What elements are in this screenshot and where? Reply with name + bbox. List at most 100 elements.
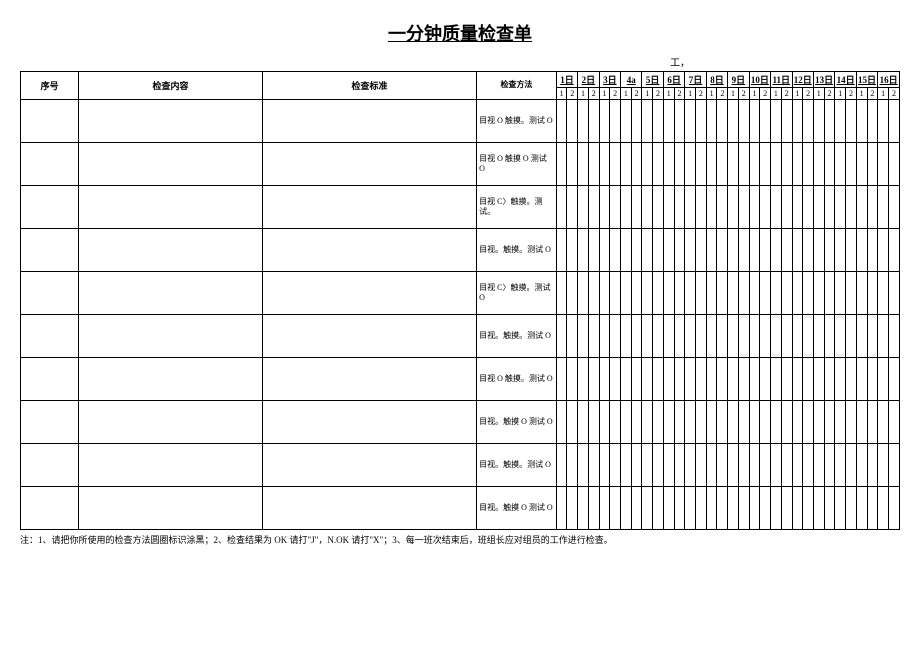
check-cell: [588, 358, 599, 401]
check-cell: [760, 358, 771, 401]
check-cell: [663, 315, 674, 358]
check-cell: [835, 444, 846, 487]
check-cell: [760, 229, 771, 272]
check-cell: [749, 358, 760, 401]
check-cell: [578, 186, 589, 229]
check-cell: [578, 229, 589, 272]
check-cell: [610, 229, 621, 272]
check-cell: [599, 229, 610, 272]
check-cell: [856, 272, 867, 315]
check-cell: [642, 100, 653, 143]
check-cell: [696, 358, 707, 401]
check-cell: [599, 401, 610, 444]
check-cell: [610, 401, 621, 444]
check-cell: [803, 358, 814, 401]
check-cell: [771, 229, 782, 272]
check-cell: [674, 186, 685, 229]
check-cell: [728, 186, 739, 229]
subcol-header: 1: [685, 88, 696, 100]
check-cell: [781, 100, 792, 143]
check-cell: [706, 315, 717, 358]
check-cell: [803, 315, 814, 358]
check-cell: [813, 444, 824, 487]
check-cell: [771, 100, 782, 143]
check-cell: [663, 229, 674, 272]
check-cell: [567, 186, 578, 229]
check-cell: [653, 100, 664, 143]
check-cell: [771, 401, 782, 444]
check-cell: [706, 401, 717, 444]
check-cell: [760, 401, 771, 444]
check-cell: [685, 272, 696, 315]
check-cell: [749, 315, 760, 358]
cell-standard: [262, 186, 476, 229]
check-cell: [888, 401, 899, 444]
check-cell: [760, 272, 771, 315]
check-cell: [556, 143, 567, 186]
check-cell: [631, 186, 642, 229]
check-cell: [846, 444, 857, 487]
check-cell: [567, 229, 578, 272]
check-cell: [738, 229, 749, 272]
check-cell: [792, 401, 803, 444]
check-cell: [578, 272, 589, 315]
check-cell: [771, 186, 782, 229]
check-cell: [856, 143, 867, 186]
check-cell: [588, 272, 599, 315]
check-cell: [578, 143, 589, 186]
cell-seq: [21, 487, 79, 530]
check-cell: [792, 315, 803, 358]
check-cell: [760, 143, 771, 186]
check-cell: [878, 315, 889, 358]
check-cell: [556, 186, 567, 229]
check-cell: [556, 229, 567, 272]
check-cell: [599, 315, 610, 358]
check-cell: [835, 401, 846, 444]
check-cell: [728, 444, 739, 487]
check-cell: [567, 401, 578, 444]
check-cell: [846, 186, 857, 229]
subcol-header: 1: [878, 88, 889, 100]
check-cell: [888, 315, 899, 358]
check-cell: [738, 100, 749, 143]
check-cell: [878, 358, 889, 401]
subcol-header: 1: [556, 88, 567, 100]
check-cell: [610, 100, 621, 143]
cell-standard: [262, 229, 476, 272]
check-cell: [867, 143, 878, 186]
method-cell: 目视。触摸 O 测试 O: [477, 401, 557, 444]
header-method: 检查方法: [477, 72, 557, 100]
check-cell: [835, 487, 846, 530]
cell-content: [79, 143, 263, 186]
check-cell: [749, 401, 760, 444]
check-cell: [578, 487, 589, 530]
check-cell: [663, 186, 674, 229]
check-cell: [792, 143, 803, 186]
check-cell: [888, 100, 899, 143]
subcol-header: 1: [706, 88, 717, 100]
check-cell: [856, 100, 867, 143]
check-cell: [696, 487, 707, 530]
check-cell: [738, 401, 749, 444]
subcol-header: 2: [738, 88, 749, 100]
check-cell: [567, 487, 578, 530]
check-cell: [685, 229, 696, 272]
check-cell: [610, 272, 621, 315]
check-cell: [653, 143, 664, 186]
subcol-header: 1: [728, 88, 739, 100]
cell-seq: [21, 229, 79, 272]
subcol-header: 2: [867, 88, 878, 100]
check-cell: [888, 229, 899, 272]
header-standard: 检查标准: [262, 72, 476, 100]
check-cell: [771, 143, 782, 186]
check-cell: [610, 315, 621, 358]
check-cell: [706, 272, 717, 315]
check-cell: [567, 444, 578, 487]
check-cell: [631, 315, 642, 358]
check-cell: [685, 186, 696, 229]
check-cell: [846, 272, 857, 315]
check-cell: [556, 315, 567, 358]
check-cell: [738, 444, 749, 487]
check-cell: [631, 272, 642, 315]
check-cell: [588, 186, 599, 229]
